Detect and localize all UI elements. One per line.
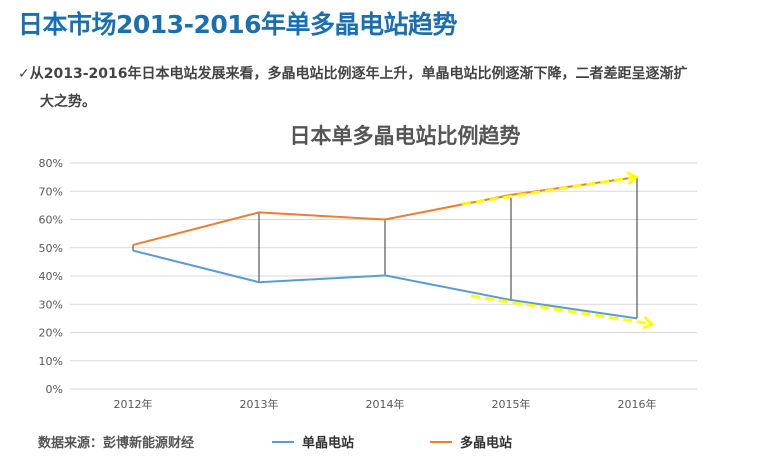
legend-swatch <box>272 440 294 443</box>
y-tick-label: 10% <box>39 355 63 368</box>
legend-swatch <box>430 440 452 443</box>
y-tick-label: 30% <box>39 298 63 311</box>
checkmark-icon: ✓ <box>18 66 30 82</box>
y-tick-label: 20% <box>39 327 63 340</box>
x-tick-label: 2015年 <box>492 397 531 411</box>
legend-item-mono: 单晶电站 <box>272 432 354 451</box>
y-tick-label: 80% <box>39 157 63 170</box>
x-tick-label: 2012年 <box>114 397 153 411</box>
summary-note: ✓从2013-2016年日本电站发展来看，多晶电站比例逐年上升，单晶电站比例逐渐… <box>18 66 688 110</box>
chart-title: 日本单多晶电站比例趋势 <box>289 124 521 148</box>
trend-arrow <box>461 175 637 206</box>
x-tick-label: 2016年 <box>618 397 657 411</box>
y-tick-label: 60% <box>39 214 63 227</box>
y-tick-label: 70% <box>39 185 63 198</box>
arrow-head <box>626 171 639 185</box>
data-source: 数据来源：彭博新能源财经 <box>38 436 195 451</box>
trend-arrow <box>470 294 653 326</box>
x-tick-label: 2013年 <box>240 397 279 411</box>
arrow-head <box>642 316 655 330</box>
legend-item-poly: 多晶电站 <box>430 432 512 451</box>
y-tick-label: 40% <box>39 270 63 283</box>
page-title: 日本市场2013-2016年单多晶电站趋势 <box>18 10 458 39</box>
x-tick-label: 2014年 <box>366 397 405 411</box>
y-tick-label: 0% <box>46 383 63 396</box>
y-tick-label: 50% <box>39 242 63 255</box>
